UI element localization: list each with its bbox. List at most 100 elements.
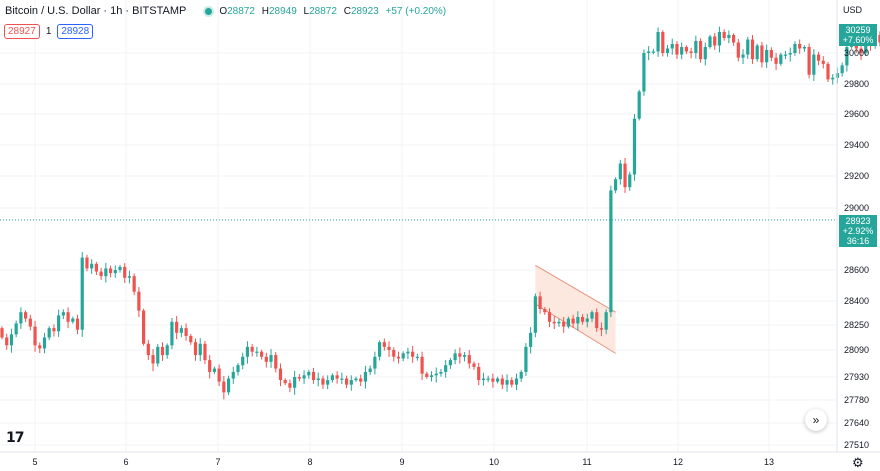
close-label: C <box>343 5 351 17</box>
candle-body <box>458 353 462 357</box>
candle-body <box>651 51 655 53</box>
candle-body <box>269 355 273 362</box>
candle-body <box>755 45 759 60</box>
price-tick-label: 30000 <box>844 48 869 58</box>
candle-body <box>831 77 835 80</box>
candle-body <box>321 378 325 385</box>
candle-body <box>373 356 377 369</box>
candle-body <box>434 373 438 376</box>
candle-body <box>741 54 745 58</box>
candle-body <box>595 312 599 329</box>
candle-body <box>420 356 424 374</box>
candle-body <box>335 375 339 379</box>
candle-body <box>396 356 401 359</box>
current-price-label: 28923 +2.92% 36:16 <box>839 215 877 247</box>
candle-body <box>326 380 330 385</box>
candle-body <box>637 91 641 119</box>
candle-body <box>807 47 811 75</box>
price-tick-label: 29600 <box>844 109 869 119</box>
candle-body <box>444 365 448 372</box>
candle-body <box>307 371 311 376</box>
candle-body <box>222 381 226 393</box>
price-tick-label: 29400 <box>844 140 869 150</box>
candle-body <box>212 368 216 372</box>
candle-body <box>590 312 594 319</box>
candle-body <box>826 63 830 80</box>
trade-prices: 28927 1 28928 <box>4 24 94 39</box>
candle-body <box>708 36 712 47</box>
candle-body <box>151 355 155 364</box>
time-tick-label: 10 <box>489 457 499 467</box>
candle-body <box>453 353 457 361</box>
candle-body <box>344 378 349 385</box>
candle-body <box>42 337 47 349</box>
candle-body <box>297 377 301 379</box>
candle-body <box>519 371 523 379</box>
candle-body <box>642 53 646 92</box>
candle-body <box>580 317 585 322</box>
candle-body <box>57 315 61 332</box>
candle-body <box>798 44 802 49</box>
candle-body <box>193 342 198 356</box>
candle-body <box>146 343 150 356</box>
gear-icon[interactable]: ⚙ <box>852 455 864 470</box>
symbol-title[interactable]: Bitcoin / U.S. Dollar · 1h · BITSTAMP <box>5 5 187 17</box>
candle-body <box>670 44 674 49</box>
visible-high-price: 30259 <box>845 25 871 35</box>
candle-body <box>387 346 391 350</box>
candle-body <box>481 378 486 381</box>
candle-body <box>330 375 334 381</box>
candle-body <box>302 375 306 379</box>
candle-body <box>486 378 490 380</box>
candle-body <box>208 360 212 372</box>
candle-body <box>71 318 75 322</box>
currency-label[interactable]: USD <box>843 5 863 15</box>
candle-body <box>9 334 14 346</box>
candle-body <box>680 47 684 55</box>
candle-body <box>288 383 292 388</box>
candle-body <box>845 47 849 66</box>
candle-body <box>160 346 165 356</box>
candle-body <box>14 323 18 335</box>
candle-body <box>245 346 250 357</box>
market-status-icon <box>205 7 213 15</box>
ohlc-values: O28872 H28949 L28872 C28923 +57 (+0.20%) <box>219 6 450 17</box>
candle-body <box>864 39 868 53</box>
candle-body <box>411 351 415 357</box>
candle-body <box>241 356 245 366</box>
candle-body <box>496 378 500 382</box>
candle-body <box>533 296 537 333</box>
candle-body <box>623 163 627 188</box>
price-tick-label: 27640 <box>844 418 869 428</box>
candle-body <box>746 39 750 55</box>
candle-body <box>571 318 575 324</box>
candle-body <box>142 310 146 344</box>
candle-body <box>769 50 773 58</box>
candle-body <box>812 54 816 75</box>
price-tick-label: 28250 <box>844 320 869 330</box>
candle-body <box>75 318 80 330</box>
price-tick-label: 27510 <box>844 440 869 450</box>
candle-body <box>467 355 471 364</box>
candle-body <box>354 378 358 381</box>
buy-price-button[interactable]: 28928 <box>57 24 94 39</box>
candle-body <box>576 317 580 324</box>
candles <box>0 26 880 400</box>
sell-price-button[interactable]: 28927 <box>4 24 40 39</box>
candle-body <box>665 48 670 53</box>
time-tick-label: 5 <box>32 457 37 467</box>
candle-body <box>137 291 141 311</box>
candle-body <box>415 356 419 358</box>
time-tick-label: 13 <box>764 457 774 467</box>
tradingview-logo-icon[interactable]: 17 <box>6 430 25 446</box>
candle-body <box>311 371 316 381</box>
candle-body <box>406 351 410 354</box>
candle-body <box>19 312 23 324</box>
candle-body <box>226 378 231 393</box>
candle-body <box>793 44 797 53</box>
time-tick-label: 7 <box>215 457 220 467</box>
high-label: H <box>261 5 269 17</box>
candle-body <box>99 271 103 277</box>
double-chevron-right-icon[interactable]: » <box>805 409 827 431</box>
